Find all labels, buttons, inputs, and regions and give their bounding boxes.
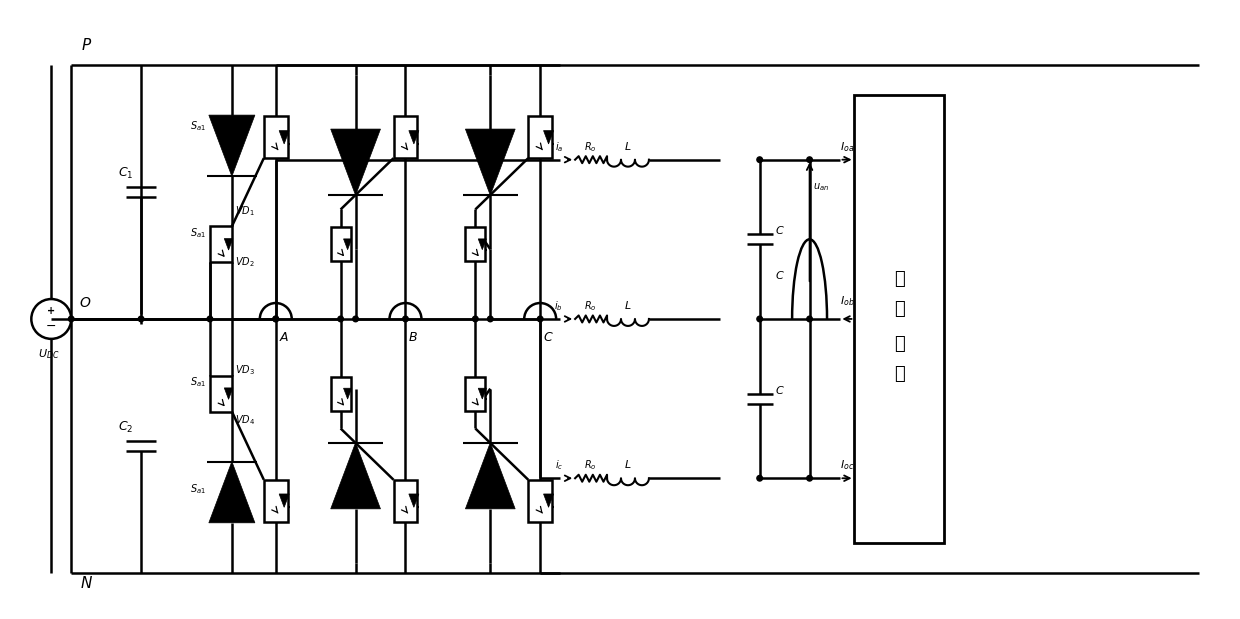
Polygon shape [465,129,515,195]
Polygon shape [409,494,419,508]
Text: $C$: $C$ [543,331,554,344]
Text: $u_{an}$: $u_{an}$ [812,181,828,193]
Bar [210,227,232,262]
Text: $O$: $O$ [79,296,92,310]
Text: $R_o$: $R_o$ [584,140,596,154]
Circle shape [273,316,279,322]
Bar [465,377,485,410]
Text: $C_2$: $C_2$ [118,420,134,435]
Polygon shape [543,131,553,144]
Polygon shape [479,239,486,249]
Text: $VD_1$: $VD_1$ [234,204,254,219]
Circle shape [273,316,279,322]
Circle shape [403,316,408,322]
Circle shape [756,475,763,481]
Text: 负: 负 [894,335,905,353]
Bar [528,116,552,158]
Text: $R_o$: $R_o$ [584,458,596,472]
Text: $S_{a1}$: $S_{a1}$ [190,119,206,133]
Circle shape [337,316,343,322]
Bar [854,95,945,543]
Circle shape [207,316,213,322]
Text: $i_a$: $i_a$ [554,140,563,154]
Polygon shape [343,388,352,399]
Polygon shape [208,462,255,523]
Text: $N$: $N$ [79,575,93,591]
Bar [393,480,418,522]
Text: $S_{a1}$: $S_{a1}$ [190,483,206,496]
Polygon shape [543,494,553,508]
Circle shape [487,316,494,322]
Circle shape [756,157,763,162]
Circle shape [353,316,358,322]
Bar [465,227,485,261]
Text: $C_1$: $C_1$ [118,166,134,181]
Text: $I_{oa}$: $I_{oa}$ [841,140,854,154]
Text: $L$: $L$ [624,299,631,311]
Circle shape [472,316,479,322]
Text: $I_{ob}$: $I_{ob}$ [841,294,854,308]
Polygon shape [331,129,381,195]
Text: 三: 三 [894,270,905,288]
Text: $I_{oc}$: $I_{oc}$ [841,458,854,472]
Text: 相: 相 [894,300,905,318]
Text: $S_{a1}$: $S_{a1}$ [190,227,206,240]
Bar [393,116,418,158]
Text: $VD_3$: $VD_3$ [234,363,254,376]
Polygon shape [479,388,486,399]
Text: $U_{DC}$: $U_{DC}$ [37,347,60,361]
Circle shape [139,316,144,322]
Polygon shape [343,239,352,249]
Text: $R_o$: $R_o$ [584,299,596,313]
Text: +: + [47,306,56,316]
Polygon shape [224,388,233,399]
Text: 载: 载 [894,365,905,383]
Circle shape [537,316,543,322]
Text: $C$: $C$ [775,269,785,281]
Text: $VD_4$: $VD_4$ [234,413,255,427]
Text: $A$: $A$ [279,331,289,344]
Polygon shape [208,115,255,176]
Polygon shape [409,131,419,144]
Polygon shape [279,131,289,144]
Polygon shape [465,443,515,509]
Circle shape [807,475,812,481]
Circle shape [756,316,763,322]
Text: $VD_2$: $VD_2$ [234,255,254,269]
Bar [264,116,288,158]
Bar [331,227,351,261]
Polygon shape [331,443,381,509]
Text: $i_c$: $i_c$ [554,458,563,472]
Bar [264,480,288,522]
Text: $L$: $L$ [624,140,631,152]
Text: $S_{a1}$: $S_{a1}$ [190,376,206,389]
Text: $L$: $L$ [624,458,631,470]
Text: $P$: $P$ [81,37,92,53]
Text: $C$: $C$ [775,224,785,236]
Bar [528,480,552,522]
Bar [210,376,232,412]
Polygon shape [279,494,289,508]
Text: $C$: $C$ [775,384,785,396]
Bar [331,377,351,410]
Circle shape [807,316,812,322]
Text: $i_b$: $i_b$ [554,299,563,313]
Circle shape [807,157,812,162]
Circle shape [68,316,74,322]
Polygon shape [224,238,233,250]
Text: −: − [46,321,57,334]
Text: $B$: $B$ [408,331,418,344]
